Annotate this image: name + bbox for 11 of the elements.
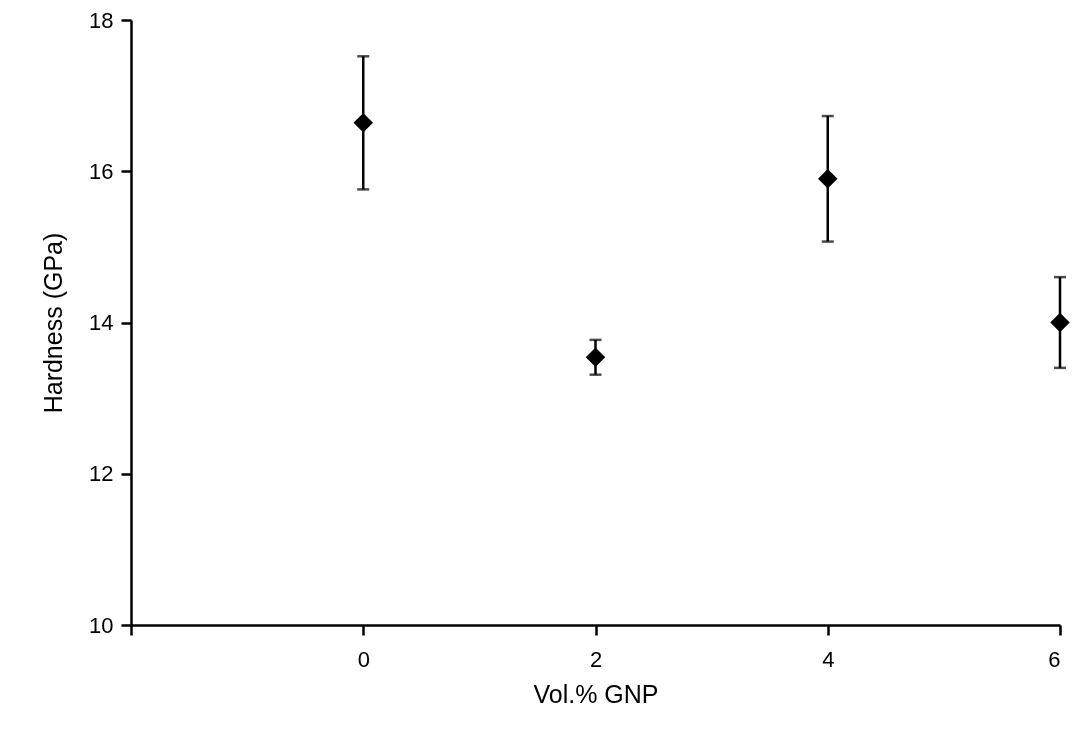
x-tick-label: 6 [1048,646,1061,672]
x-tick-label: 0 [357,646,370,672]
y-tick-label: 18 [89,7,114,33]
y-tick-label: 12 [89,461,114,487]
y-tick-label: 10 [89,612,114,638]
y-axis-title: Hardness (GPa) [39,232,68,414]
x-tick-label: 4 [822,646,835,672]
y-tick-label: 16 [89,158,114,184]
y-tick-label: 14 [89,310,114,335]
x-tick-label: 2 [589,646,603,672]
x-axis-title: Vol.% GNP [533,679,659,708]
